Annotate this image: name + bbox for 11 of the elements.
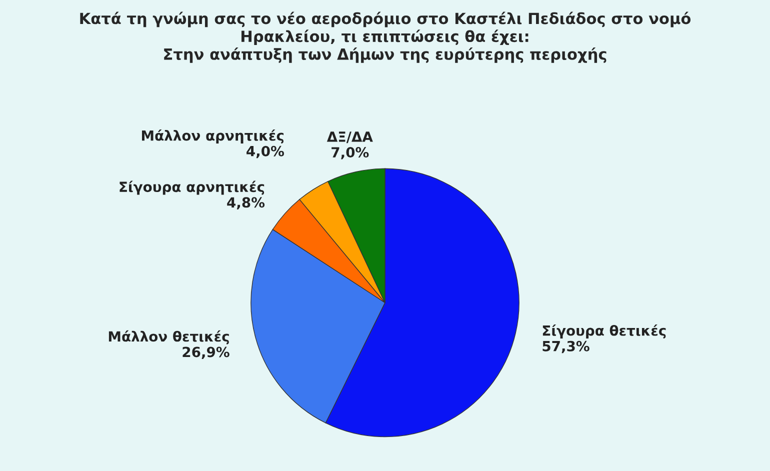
chart-title: Κατά τη γνώμη σας το νέο αεροδρόμιο στο Καστέλι Πεδιάδος στο νομό Ηρακλείου, τι επιπτώσεις θα έχει: Στην ανάπτυξη των Δήμων της ευρύτερης περιοχής	[80, 12, 691, 63]
data-label: 57,3%	[542, 340, 590, 354]
data-label: 4,0%	[246, 146, 284, 158]
slice-label: Μάλλον θετικές	[108, 330, 229, 344]
slice-label: ΔΞ/ΔΑ	[326, 132, 373, 144]
slice-label: Σίγουρα αρνητικές	[120, 180, 264, 195]
data-label: 7,0%	[332, 147, 369, 160]
data-label: 26,9%	[182, 346, 230, 360]
slice-label: Σίγουρα θετικές	[542, 324, 666, 338]
slice-label: Μάλλον αρνητικές	[142, 129, 284, 144]
data-label: 4,8%	[227, 197, 265, 210]
